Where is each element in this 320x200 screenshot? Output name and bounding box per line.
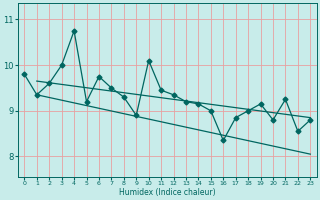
X-axis label: Humidex (Indice chaleur): Humidex (Indice chaleur) <box>119 188 216 197</box>
